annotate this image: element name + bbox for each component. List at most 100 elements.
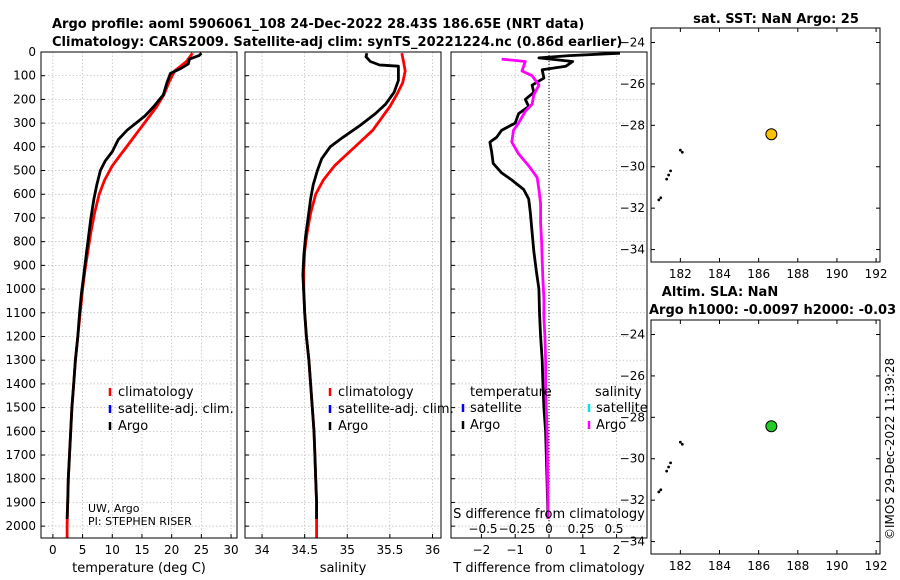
x-tick-label: −1 <box>506 543 524 557</box>
series-line-argo <box>65 52 203 520</box>
y-tick-label: 1100 <box>5 306 36 320</box>
x2-tick-label: 0.25 <box>568 522 595 536</box>
x-axis-label: temperature (deg C) <box>72 561 206 576</box>
map-frame <box>650 27 881 263</box>
y-tick-label: 1000 <box>5 282 36 296</box>
x-tick-label: 1 <box>579 543 587 557</box>
coastline-point <box>680 150 684 154</box>
series-line-argo <box>301 52 400 519</box>
y-tick-label: 1600 <box>5 424 36 438</box>
x2-tick-label: −0.5 <box>468 522 497 536</box>
y-tick-label: −34 <box>620 535 645 549</box>
panel-salinity: 34 34.5 35 35.5 36 salinity <box>244 51 442 576</box>
panel-difference: T difference from climatology <box>450 51 648 576</box>
pi-annotation: PI: STEPHEN RISER <box>88 515 192 528</box>
plot-area: 0 5 10 15 20 25 300100200300400500600700800900… <box>5 12 896 576</box>
x2-tick-label: 0 <box>545 522 553 536</box>
map-sla_map: 182 184 186 188 190 192 −24 −26 −28 −30 −32 −34 <box>620 319 888 573</box>
coastline-point <box>667 465 671 469</box>
x-tick-label: 188 <box>786 267 809 281</box>
series-line-climatology <box>65 52 194 538</box>
x-tick-label: 5 <box>79 543 87 557</box>
argo-location-marker <box>765 420 778 433</box>
x2-tick-label: 0.5 <box>604 522 623 536</box>
pi-annotation: UW, Argo <box>88 502 140 515</box>
x-tick-label: 184 <box>708 267 731 281</box>
title-line-2: Climatology: CARS2009. Satellite-adj cli… <box>52 35 622 50</box>
x-tick-label: 34.5 <box>291 543 318 557</box>
x-tick-label: 190 <box>825 559 848 573</box>
y-tick-label: −26 <box>620 369 645 383</box>
x-tick-label: 182 <box>669 559 692 573</box>
map-title-sst: sat. SST: NaN Argo: 25 <box>693 12 859 27</box>
x-tick-label: 184 <box>708 559 731 573</box>
x-tick-label: 2 <box>613 543 621 557</box>
x-tick-label: 25 <box>194 543 209 557</box>
legend-title-salinity: salinity <box>595 385 642 400</box>
coastline-point <box>659 488 663 492</box>
x-tick-label: 15 <box>134 543 149 557</box>
y-tick-label: 900 <box>13 258 36 272</box>
coastline-point <box>657 490 661 494</box>
y-tick-label: 600 <box>13 187 36 201</box>
title-line-1: Argo profile: aoml 5906061_108 24-Dec-20… <box>52 17 584 32</box>
y-tick-label: 700 <box>13 211 36 225</box>
x-tick-label: 35.5 <box>377 543 404 557</box>
coastline-point <box>667 173 671 177</box>
y-tick-label: −32 <box>620 493 645 507</box>
x-tick-label: 0 <box>545 543 553 557</box>
y-tick-label: −34 <box>620 243 645 257</box>
x-tick-label: 34 <box>254 543 269 557</box>
legend-label: climatology <box>118 385 194 400</box>
y-tick-label: −30 <box>620 160 645 174</box>
panel-temperature: 0 5 10 15 20 25 300100200300400500600700800900… <box>5 45 238 576</box>
coastline-point <box>669 461 672 465</box>
y-tick-label: 800 <box>13 235 36 249</box>
legend-label: satellite <box>470 401 522 416</box>
x2-tick-label: −0.25 <box>499 522 536 536</box>
y-tick-label: 300 <box>13 116 36 130</box>
x-tick-label: 20 <box>164 543 179 557</box>
timestamp: ©IMOS 29-Dec-2022 11:39:28 <box>883 358 897 540</box>
coastline-point <box>665 177 669 181</box>
legend-label: satellite <box>596 401 648 416</box>
x-tick-label: 186 <box>747 267 770 281</box>
y-tick-label: 1800 <box>5 472 36 486</box>
legend-label: Argo <box>118 419 148 434</box>
x-tick-label: −2 <box>473 543 491 557</box>
series-line-temperature-argo <box>488 51 621 520</box>
x-tick-label: 192 <box>865 267 888 281</box>
map-title-sla: Altim. SLA: NaN <box>662 285 778 300</box>
coastline-point <box>665 469 669 473</box>
series-line-salinity-argo <box>501 57 550 520</box>
legend-label: climatology <box>338 385 414 400</box>
argo-location-marker <box>765 128 778 141</box>
x-tick-label: 190 <box>825 267 848 281</box>
x-tick-label: 10 <box>105 543 120 557</box>
y-tick-label: −28 <box>620 118 645 132</box>
x-axis-label: salinity <box>320 561 367 576</box>
y-tick-label: 1300 <box>5 353 36 367</box>
coastline-point <box>669 169 672 173</box>
y-tick-label: 1900 <box>5 495 36 509</box>
map-subtitle-sla: Argo h1000: -0.0097 h2000: -0.03 <box>649 303 896 318</box>
y-tick-label: 2000 <box>5 519 36 533</box>
coastline-point <box>678 440 682 444</box>
axes-frame <box>40 51 238 539</box>
x-tick-label: 0 <box>49 543 57 557</box>
x-tick-label: 30 <box>223 543 238 557</box>
legend-label: satellite-adj. clim. <box>338 402 454 417</box>
axes-frame <box>244 51 442 539</box>
legend-label: Argo <box>338 419 368 434</box>
y-tick-label: 500 <box>13 164 36 178</box>
x-tick-label: 188 <box>786 559 809 573</box>
y-tick-label: −30 <box>620 452 645 466</box>
y-tick-label: 0 <box>28 45 36 59</box>
x-tick-label: 192 <box>865 559 888 573</box>
y-tick-label: 1700 <box>5 448 36 462</box>
y-tick-label: 1200 <box>5 329 36 343</box>
x-axis-label-secondary: S difference from climatology <box>453 507 645 522</box>
coastline-point <box>657 198 661 202</box>
y-tick-label: 200 <box>13 92 36 106</box>
legend-label: Argo <box>596 418 626 433</box>
